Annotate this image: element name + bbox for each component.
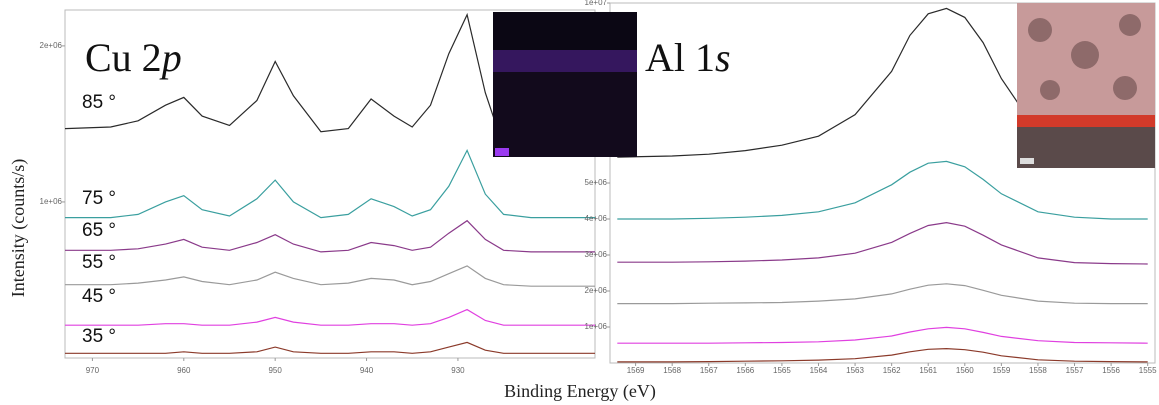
angle-label: 85 ° (82, 92, 116, 113)
x-tick-label: 1569 (627, 366, 645, 375)
al-map-inset (1017, 3, 1155, 168)
panel-title-part: Al 1 (645, 35, 715, 80)
inset-grain (1113, 76, 1137, 100)
y-axis-label: Intensity (counts/s) (8, 159, 29, 297)
panel-title: Cu 2p (85, 35, 182, 80)
x-tick-label: 1557 (1066, 366, 1084, 375)
cu-map-inset (493, 12, 637, 157)
left-plot-frame (64, 9, 596, 359)
panel-title: Al 1s (645, 35, 731, 80)
inset-scale (1020, 158, 1034, 164)
y-tick-label: 1e+06 (585, 322, 608, 331)
x-axis-label: Binding Energy (eV) (504, 381, 656, 402)
angle-label: 55 ° (82, 252, 116, 273)
angle-label: 75 ° (82, 188, 116, 209)
spectrum-line (64, 12, 596, 155)
x-tick-label: 1566 (736, 366, 754, 375)
plots: 970 960 950 940 930 1e+06 2e+06 85 ° 75 ° 65 ° 55 … (40, 0, 1158, 375)
y-tick-label: 2e+06 (40, 41, 63, 50)
x-tick-label: 1561 (919, 366, 937, 375)
x-tick-label: 1555 (1139, 366, 1157, 375)
x-tick-label: 970 (86, 366, 100, 375)
x-tick-label: 1560 (956, 366, 974, 375)
y-tick-label: 2e+06 (585, 286, 608, 295)
inset-tag (495, 148, 509, 156)
panel-title-part: s (715, 35, 731, 80)
spectrum-line (65, 219, 595, 253)
x-tick-label: 1563 (846, 366, 864, 375)
inset-band (493, 50, 637, 72)
panel-title-part: p (159, 35, 182, 80)
inset-grain (1028, 18, 1052, 42)
spectrum-line (65, 308, 595, 326)
x-tick-label: 1564 (810, 366, 828, 375)
y-tick-label: 5e+06 (585, 178, 608, 187)
titles: Cu 2p Al 1s (85, 35, 731, 80)
x-tick-label: 1558 (1029, 366, 1047, 375)
x-tick-label: 930 (451, 366, 465, 375)
x-tick-label: 1567 (700, 366, 718, 375)
inset-grain (1071, 41, 1099, 69)
inset-grain (1119, 14, 1141, 36)
x-tick-label: 1556 (1102, 366, 1120, 375)
y-tick-label: 1e+06 (40, 197, 63, 206)
spectrum-line (617, 221, 1148, 265)
y-tick-label: 4e+06 (585, 214, 608, 223)
x-tick-label: 950 (268, 366, 282, 375)
panel-title-part: Cu 2 (85, 35, 162, 80)
x-tick-label: 1562 (883, 366, 901, 375)
spectrum-line (65, 265, 595, 287)
inset-grain (1040, 80, 1060, 100)
angle-label: 45 ° (82, 286, 116, 307)
inset-lower (493, 72, 637, 157)
y-tick-label: 3e+06 (585, 250, 608, 259)
x-tick-label: 960 (177, 366, 191, 375)
spectrum-line (65, 148, 595, 219)
angle-label: 65 ° (82, 220, 116, 241)
spectrum-line (65, 341, 595, 354)
y-tick-label: 1e+07 (585, 0, 608, 7)
spectrum-line (617, 283, 1148, 305)
spectrum-line (617, 326, 1148, 344)
angle-label: 35 ° (82, 326, 116, 347)
inset-band (1017, 115, 1155, 127)
x-tick-label: 1565 (773, 366, 791, 375)
x-tick-label: 1568 (663, 366, 681, 375)
x-tick-label: 1559 (992, 366, 1010, 375)
x-tick-label: 940 (360, 366, 374, 375)
spectrum-line (617, 160, 1148, 220)
spectrum-line (617, 347, 1148, 363)
